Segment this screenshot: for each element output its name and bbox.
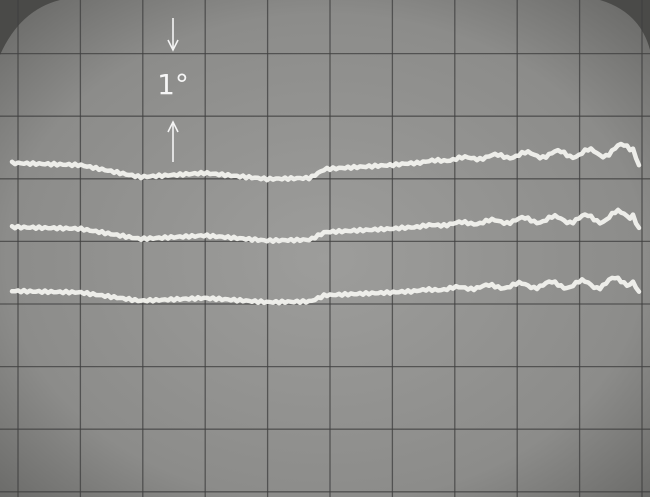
scale-marker: 1° bbox=[157, 18, 189, 162]
trace bbox=[9, 141, 642, 183]
screen-corner bbox=[600, 0, 650, 50]
scale-label: 1° bbox=[157, 68, 189, 101]
arrow-head bbox=[167, 39, 179, 52]
trace bbox=[9, 207, 642, 244]
arrow-head bbox=[167, 120, 179, 133]
trace bbox=[9, 275, 642, 306]
traces bbox=[9, 141, 642, 306]
screen-corner bbox=[0, 0, 60, 55]
